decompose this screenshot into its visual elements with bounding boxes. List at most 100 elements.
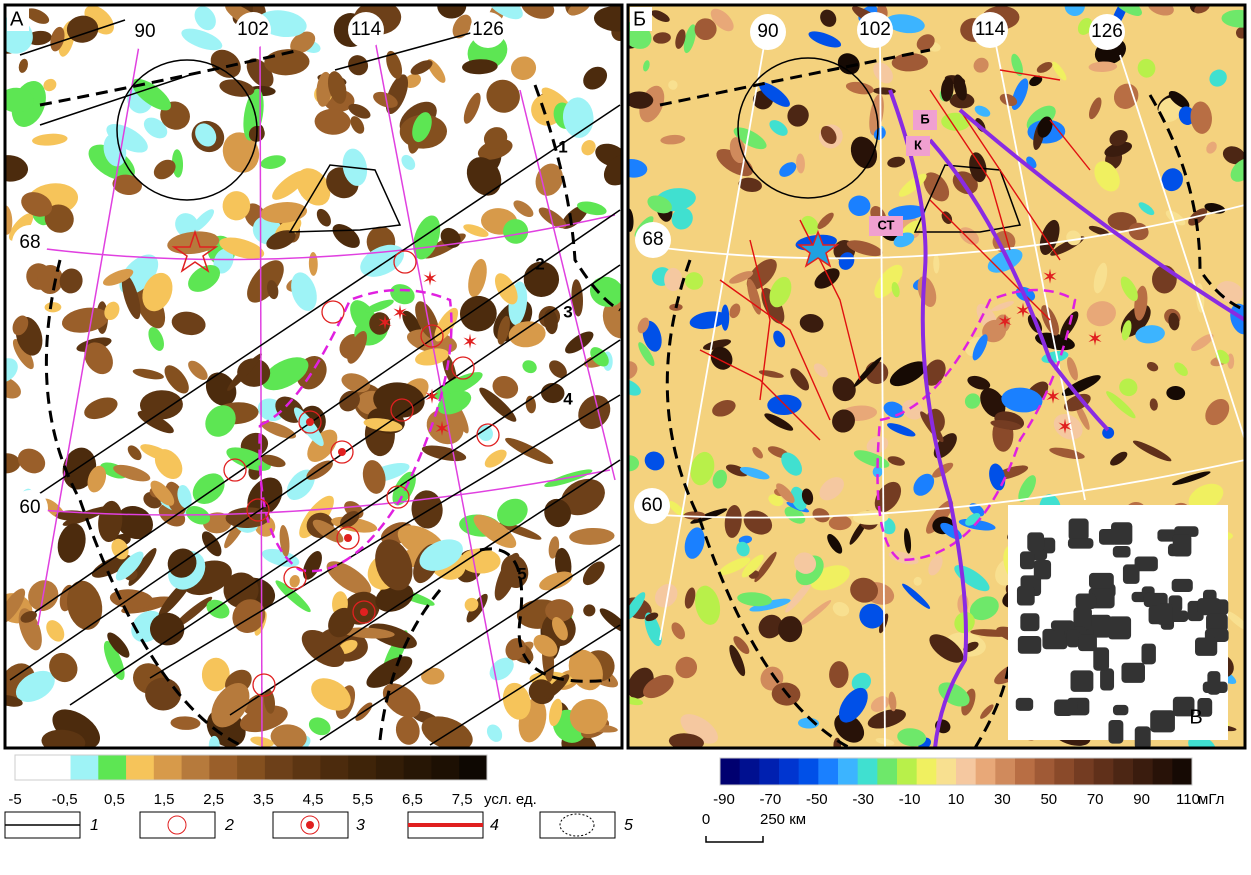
svg-text:✶: ✶	[1087, 328, 1104, 350]
legend-label: 1	[90, 817, 99, 834]
inset-cell	[1123, 564, 1140, 583]
scale-tick-label: -50	[806, 791, 828, 808]
scale-tick-label: 1,5	[154, 791, 175, 808]
profile-label: 2	[535, 254, 544, 273]
inset-cell	[1068, 538, 1093, 549]
scale-tick-label: 50	[1040, 791, 1057, 808]
scale-swatch	[182, 755, 210, 780]
scale-swatch	[1054, 758, 1074, 785]
scale-swatch	[818, 758, 838, 785]
scale-swatch	[1113, 758, 1133, 785]
inset-cell	[1057, 700, 1077, 712]
inset-cell	[1034, 560, 1051, 579]
scale-swatch	[265, 755, 293, 780]
scale-swatch	[126, 755, 154, 780]
grid-label: 126	[1091, 21, 1123, 42]
scale-swatch	[320, 755, 348, 780]
scale-swatch	[759, 758, 779, 785]
profile-label: 1	[558, 137, 567, 156]
svg-text:✶: ✶	[997, 311, 1014, 333]
scale-bar-start: 0	[702, 811, 710, 828]
scale-swatch	[71, 755, 99, 780]
scale-swatch	[976, 758, 996, 785]
inset-cell	[1067, 629, 1080, 647]
scale-swatch	[15, 755, 43, 780]
svg-text:✶: ✶	[392, 302, 409, 324]
scale-tick-label: -0,5	[52, 791, 78, 808]
scale-tick-label: 10	[948, 791, 965, 808]
scale-swatch	[995, 758, 1015, 785]
scale-swatch	[799, 758, 819, 785]
inset-cell	[1051, 620, 1074, 630]
inset-cell	[1108, 616, 1131, 639]
inset-cell	[1121, 663, 1145, 683]
scale-swatch	[431, 755, 459, 780]
svg-text:✶: ✶	[1042, 266, 1059, 288]
grid-label: 90	[134, 21, 155, 42]
scale-tick-label: 0,5	[104, 791, 125, 808]
scale-swatch	[1133, 758, 1153, 785]
panel-label: А	[10, 8, 24, 30]
inset-cell	[1017, 586, 1035, 606]
inset-cell	[1111, 522, 1132, 545]
scale-tick-label: 110	[1176, 791, 1200, 808]
inset-cell	[1020, 613, 1039, 631]
scale-swatch	[237, 755, 265, 780]
scale-swatch	[740, 758, 760, 785]
field-blob	[833, 738, 841, 753]
inset-cell	[1172, 579, 1193, 592]
grid-label: 114	[351, 19, 382, 40]
inset-cell	[1016, 698, 1033, 711]
scale-swatch	[209, 755, 237, 780]
scale-swatch	[720, 758, 740, 785]
scale-swatch	[1074, 758, 1094, 785]
fault-label: К	[914, 137, 922, 152]
inset-cell	[1093, 647, 1109, 670]
scale-swatch	[877, 758, 897, 785]
scale-swatch	[897, 758, 917, 785]
scale-swatch	[956, 758, 976, 785]
svg-text:✶: ✶	[462, 331, 479, 353]
inset-label: В	[1189, 706, 1202, 728]
scale-tick-label: 70	[1087, 791, 1104, 808]
scale-tick-label: 4,5	[303, 791, 324, 808]
scale-swatch	[404, 755, 432, 780]
scale-swatch	[348, 755, 376, 780]
inset-cell	[1135, 726, 1151, 749]
scale-tick-label: 5,5	[352, 791, 373, 808]
scale-swatch	[1172, 758, 1192, 785]
svg-text:✶: ✶	[434, 418, 451, 440]
grid-label: 68	[642, 229, 663, 250]
fault-label: СТ	[877, 217, 894, 232]
scale-tick-label: 3,5	[253, 791, 274, 808]
inset-cell	[1042, 629, 1067, 649]
inset-cell	[1076, 593, 1096, 609]
inset-cell	[1027, 532, 1044, 551]
inset-cell	[1157, 603, 1172, 625]
grid-label: 114	[975, 19, 1006, 40]
scale-swatch	[293, 755, 321, 780]
inset-cell	[1020, 551, 1035, 569]
scale-tick-label: -30	[852, 791, 874, 808]
scale-swatch	[838, 758, 858, 785]
svg-text:✶: ✶	[1045, 386, 1062, 408]
svg-text:✶: ✶	[1057, 416, 1074, 438]
scale-tick-label: 6,5	[402, 791, 423, 808]
scale-swatch	[936, 758, 956, 785]
profile-label: 4	[563, 389, 573, 408]
field-blob	[209, 736, 220, 755]
grid-label: 60	[641, 495, 662, 516]
scale-swatch	[376, 755, 404, 780]
profile-label: 5	[517, 564, 526, 583]
grid-label: 126	[472, 19, 504, 40]
inset-cell	[1078, 635, 1097, 651]
inset-cell	[1142, 644, 1156, 665]
scale-tick-label: 7,5	[452, 791, 473, 808]
scale-tick-label: -10	[899, 791, 921, 808]
grid-label: 60	[19, 497, 40, 518]
scale-swatch	[43, 755, 71, 780]
legend-label: 4	[490, 817, 499, 834]
legend-label: 3	[356, 817, 365, 834]
inset-cell	[1069, 519, 1089, 541]
inset-cell	[1071, 670, 1094, 691]
